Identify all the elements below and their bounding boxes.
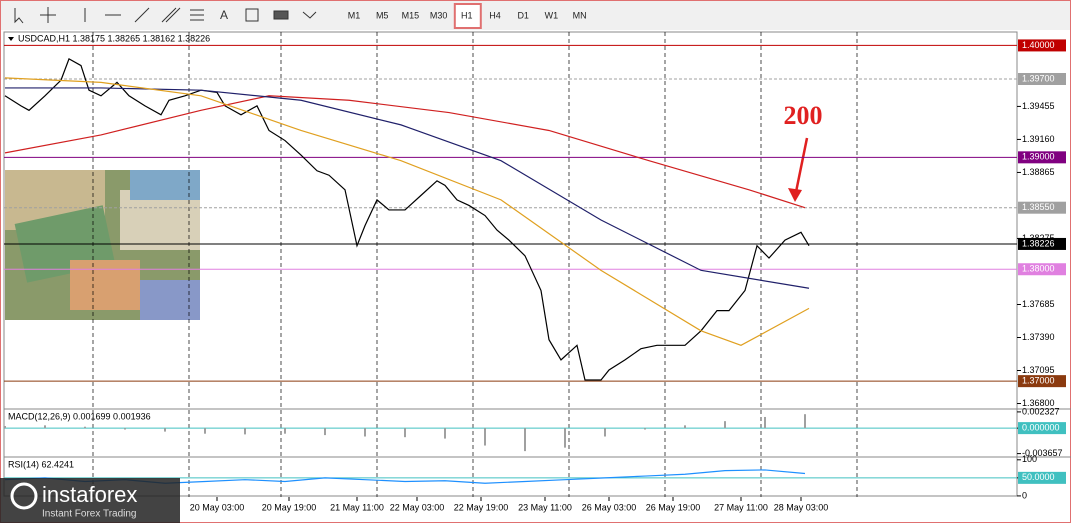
fibo-icon[interactable] [190,9,204,21]
level-box [1018,237,1066,250]
x-tick-label: 26 May 19:00 [646,502,701,512]
level-box [1018,375,1066,388]
y-tick-label: 1.38275 [1022,233,1055,243]
annotation-arrow [788,137,809,202]
timeframe-button[interactable]: H1 [461,10,473,20]
histogram-bar [644,428,646,430]
level-box [1018,422,1066,435]
y-tick-label: 1.39455 [1022,101,1055,111]
timeframe-button[interactable]: M1 [348,10,361,20]
level-box [1018,73,1066,85]
price-line [4,57,810,381]
histogram-bar [564,428,566,448]
x-tick-label: 20 May 19:00 [262,502,317,512]
level-label: 1.38550 [1022,202,1055,212]
histogram-bar [204,428,206,434]
channel-icon[interactable] [161,7,181,23]
x-tick-label: 28 May 03:00 [774,502,829,512]
level-label: 1.40000 [1022,40,1055,50]
level-label: 1.39000 [1022,152,1055,162]
level-box [1018,201,1066,214]
timeframe-button[interactable]: M30 [430,10,448,20]
y-tick-label: 0.000000 [1022,422,1060,432]
histogram-bar [324,428,326,436]
crosshair-icon[interactable] [40,7,56,23]
active-frame [453,3,482,29]
y-tick-label: 1.37095 [1022,365,1055,375]
label-icon[interactable] [245,8,259,22]
histogram-bar [44,425,46,429]
indicator-line [5,87,810,289]
watermark: instaforex Instant Forex Trading [0,478,180,523]
level-label: 1.38226 [1022,238,1055,248]
histogram-bar [724,421,726,429]
level-box [1018,39,1066,52]
histogram-bar [404,428,406,438]
level-label: 1.38000 [1022,264,1055,274]
toolbar [1,1,1070,30]
y-tick-label: 0.002327 [1022,406,1060,416]
y-tick-label: 1.37685 [1022,299,1055,309]
panel-title: USDCAD,H1 1.38175 1.38265 1.38162 1.3822… [18,33,210,43]
timeframe-button[interactable]: M5 [376,10,389,20]
plot-border [3,31,1018,497]
cursor-icon[interactable] [14,8,24,24]
indicator-line [4,95,806,209]
histogram-bar [244,428,246,435]
timeframe-button[interactable]: M15 [402,10,420,20]
y-tick-label: 1.36800 [1022,398,1055,408]
y-tick-label: 50.0000 [1022,472,1055,482]
y-tick-label: 1.37390 [1022,332,1055,342]
panel-title: MACD(12,26,9) 0.001699 0.001936 [8,411,151,421]
y-tick-label: 100 [1022,454,1037,464]
histogram-bar [804,414,806,429]
arrows-icon[interactable] [302,11,317,19]
level-label: 1.37000 [1022,376,1055,386]
histogram-bar [124,428,126,430]
histogram-bar [764,416,766,429]
timeframe-button[interactable]: MN [573,10,587,20]
histogram-bar [284,428,286,434]
panel-title: RSI(14) 62.4241 [8,459,74,469]
tool-icons[interactable]: A [14,7,317,24]
level-box [1018,151,1066,164]
histogram-bar [604,428,606,437]
x-tick-label: 21 May 11:00 [330,502,384,512]
svg-text:A: A [220,8,228,22]
timeframe-button[interactable]: H4 [489,10,501,20]
annotation: 200 [784,101,823,130]
trendline-icon[interactable] [134,7,150,23]
indicator-line [4,77,810,346]
histogram-bar [684,425,686,429]
histogram-bar [444,428,446,439]
x-tick-label: 27 May 11:00 [714,502,768,512]
histogram-bar [4,426,6,429]
timeframe-button[interactable]: W1 [545,10,559,20]
x-tick-label: 20 May 03:00 [190,502,245,512]
tagline: Instant Forex Trading [42,509,137,520]
level-box [1018,471,1066,484]
histogram-bar [484,428,486,446]
level-label: 1.39700 [1022,73,1055,83]
rect-icon[interactable] [273,10,289,20]
timeframe-button[interactable]: D1 [517,10,529,20]
y-tick-label: 1.39160 [1022,134,1055,144]
histogram-bar [364,428,366,437]
x-tick-label: 22 May 03:00 [390,502,445,512]
y-tick-label: -0.003657 [1022,448,1063,458]
histogram-bar [84,426,86,429]
x-tick-label: 22 May 19:00 [454,502,509,512]
x-tick-label: 23 May 11:00 [518,502,572,512]
y-tick-label: 1.38865 [1022,167,1055,177]
brand: instaforex [42,482,137,507]
x-tick-label: 26 May 03:00 [582,502,637,512]
histogram-bar [164,428,166,432]
dropdown-arrow [8,37,14,41]
level-box [1018,263,1066,276]
histogram-bar [524,428,526,452]
banknote-image [5,170,200,320]
y-tick-label: 0 [1022,490,1027,500]
